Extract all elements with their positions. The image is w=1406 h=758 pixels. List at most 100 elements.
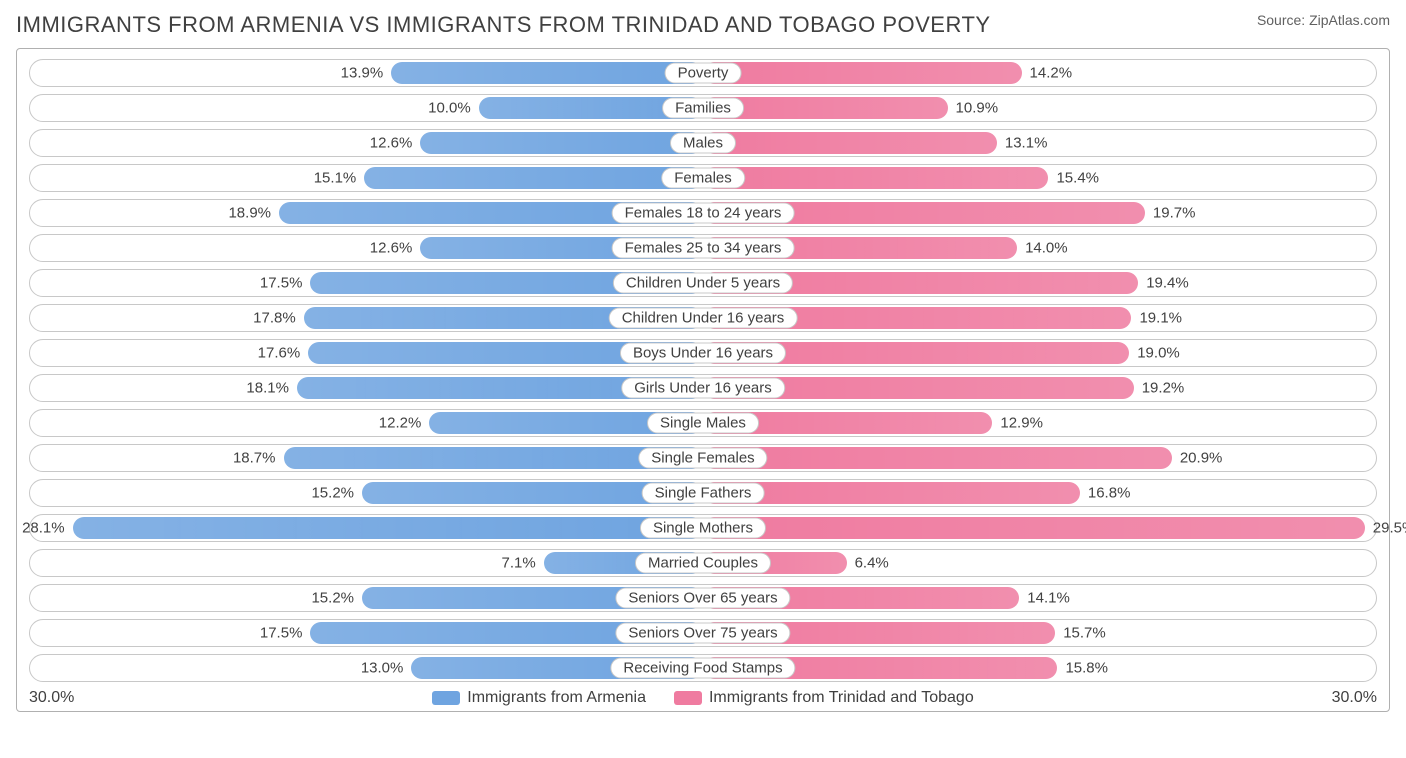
value-left: 17.6% <box>258 345 301 362</box>
row-half-left: 10.0% <box>30 95 703 121</box>
value-left: 12.6% <box>370 135 413 152</box>
category-label: Girls Under 16 years <box>621 378 785 399</box>
row-half-right: 19.1% <box>703 305 1376 331</box>
row-half-right: 13.1% <box>703 130 1376 156</box>
header: IMMIGRANTS FROM ARMENIA VS IMMIGRANTS FR… <box>16 12 1390 38</box>
row-half-left: 28.1% <box>30 515 703 541</box>
value-left: 18.7% <box>233 450 276 467</box>
category-label: Single Fathers <box>642 483 765 504</box>
value-left: 12.6% <box>370 240 413 257</box>
table-row: 15.1% 15.4%Females <box>29 164 1377 192</box>
legend-label-left: Immigrants from Armenia <box>467 689 646 707</box>
category-label: Females <box>661 168 745 189</box>
value-right: 16.8% <box>1088 485 1131 502</box>
row-half-left: 17.8% <box>30 305 703 331</box>
chart-title: IMMIGRANTS FROM ARMENIA VS IMMIGRANTS FR… <box>16 12 991 38</box>
row-half-left: 17.5% <box>30 270 703 296</box>
row-half-right: 15.4% <box>703 165 1376 191</box>
row-half-left: 12.2% <box>30 410 703 436</box>
row-half-right: 14.2% <box>703 60 1376 86</box>
table-row: 18.7% 20.9%Single Females <box>29 444 1377 472</box>
row-half-right: 14.0% <box>703 235 1376 261</box>
value-left: 13.9% <box>341 65 384 82</box>
table-row: 17.5%19.4%Children Under 5 years <box>29 269 1377 297</box>
category-label: Children Under 16 years <box>609 308 798 329</box>
value-right: 14.2% <box>1030 65 1073 82</box>
value-left: 18.9% <box>228 205 271 222</box>
row-half-right: 19.7% <box>703 200 1376 226</box>
row-half-left: 15.2% <box>30 480 703 506</box>
value-right: 19.4% <box>1146 275 1189 292</box>
table-row: 18.1% 19.2% Girls Under 16 years <box>29 374 1377 402</box>
bar-left <box>391 62 703 84</box>
source-prefix: Source: <box>1257 12 1309 28</box>
value-right: 15.8% <box>1065 660 1108 677</box>
value-right: 29.5% <box>1373 520 1406 537</box>
source-attribution: Source: ZipAtlas.com <box>1257 12 1390 28</box>
axis-max-left: 30.0% <box>29 689 74 707</box>
value-left: 28.1% <box>22 520 65 537</box>
row-half-left: 17.5% <box>30 620 703 646</box>
table-row: 15.2%14.1%Seniors Over 65 years <box>29 584 1377 612</box>
row-half-right: 16.8% <box>703 480 1376 506</box>
table-row: 15.2% 16.8% Single Fathers <box>29 479 1377 507</box>
bar-left <box>73 517 703 539</box>
value-right: 19.7% <box>1153 205 1196 222</box>
value-right: 15.7% <box>1063 625 1106 642</box>
row-half-right: 19.0% <box>703 340 1376 366</box>
category-label: Married Couples <box>635 553 771 574</box>
category-label: Seniors Over 65 years <box>615 588 790 609</box>
bar-right <box>703 132 997 154</box>
row-half-left: 17.6% <box>30 340 703 366</box>
row-half-right: 19.4% <box>703 270 1376 296</box>
value-left: 15.1% <box>314 170 357 187</box>
value-right: 6.4% <box>855 555 889 572</box>
rows-container: 13.9% 14.2% Poverty 10.0%10.9%Families 12.6%… <box>29 59 1377 682</box>
row-half-left: 15.1% <box>30 165 703 191</box>
legend-swatch-right <box>674 691 702 705</box>
row-half-right: 12.9% <box>703 410 1376 436</box>
category-label: Single Mothers <box>640 518 766 539</box>
row-half-right: 19.2% <box>703 375 1376 401</box>
table-row: 10.0%10.9%Families <box>29 94 1377 122</box>
bar-right <box>703 167 1048 189</box>
category-label: Families <box>662 98 744 119</box>
bar-right <box>703 447 1172 469</box>
value-left: 12.2% <box>379 415 422 432</box>
legend: Immigrants from Armenia Immigrants from … <box>432 689 973 707</box>
row-half-left: 15.2% <box>30 585 703 611</box>
legend-swatch-left <box>432 691 460 705</box>
legend-item-left: Immigrants from Armenia <box>432 689 646 707</box>
value-right: 19.2% <box>1142 380 1185 397</box>
row-half-left: 18.1% <box>30 375 703 401</box>
value-right: 13.1% <box>1005 135 1048 152</box>
table-row: 12.6%13.1%Males <box>29 129 1377 157</box>
category-label: Poverty <box>665 63 742 84</box>
value-left: 17.5% <box>260 275 303 292</box>
row-half-right: 14.1% <box>703 585 1376 611</box>
row-half-left: 13.0% <box>30 655 703 681</box>
source-name: ZipAtlas.com <box>1309 12 1390 28</box>
table-row: 18.9% 19.7% Females 18 to 24 years <box>29 199 1377 227</box>
value-left: 15.2% <box>311 485 354 502</box>
table-row: 7.1% 6.4% Married Couples <box>29 549 1377 577</box>
row-half-left: 12.6% <box>30 130 703 156</box>
row-half-right: 15.8% <box>703 655 1376 681</box>
category-label: Seniors Over 75 years <box>615 623 790 644</box>
category-label: Females 18 to 24 years <box>612 203 795 224</box>
row-half-right: 20.9% <box>703 445 1376 471</box>
value-right: 14.0% <box>1025 240 1068 257</box>
value-right: 19.1% <box>1139 310 1182 327</box>
value-left: 7.1% <box>502 555 536 572</box>
chart-footer: 30.0% Immigrants from Armenia Immigrants… <box>29 689 1377 707</box>
row-half-left: 18.7% <box>30 445 703 471</box>
category-label: Single Females <box>638 448 767 469</box>
category-label: Boys Under 16 years <box>620 343 786 364</box>
row-half-right: 15.7% <box>703 620 1376 646</box>
value-left: 10.0% <box>428 100 471 117</box>
value-right: 12.9% <box>1000 415 1043 432</box>
axis-max-right: 30.0% <box>1332 689 1377 707</box>
row-half-right: 29.5% <box>703 515 1376 541</box>
table-row: 17.8% 19.1% Children Under 16 years <box>29 304 1377 332</box>
bar-right <box>703 517 1365 539</box>
